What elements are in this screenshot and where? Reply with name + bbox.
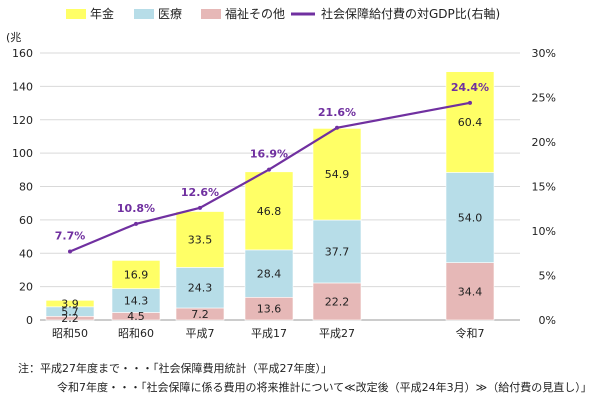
gdp-ratio-label: 7.7% [55, 229, 86, 242]
y-left-tick-label: 120 [12, 114, 33, 127]
gdp-ratio-point [198, 205, 202, 210]
legend-layer: 年金 医療 福祉その他 社会保障給付費の対GDP比(右軸) [66, 6, 500, 21]
bar-value-label: 46.8 [257, 205, 282, 218]
legend-swatch [66, 9, 86, 19]
bar-value-label: 14.3 [124, 295, 149, 308]
bar-segment-3 [445, 71, 495, 173]
legend-label: 医療 [158, 7, 182, 21]
y-right-tick-label: 30% [532, 47, 556, 60]
y-right-tick-label: 20% [532, 136, 556, 149]
label-layer: 2.25.73.9 4.5 14.3 16.9 7.2 24.3 33.5 13.6 28.4 4… [55, 81, 489, 325]
bar-value-label: 37.7 [325, 245, 350, 258]
y-left-tick-label: 140 [12, 80, 33, 93]
y-right-tick-label: 15% [532, 181, 556, 194]
line-layer [68, 100, 472, 254]
bar-segment-3 [111, 260, 161, 289]
bar-value-label: 54.9 [325, 168, 350, 181]
gdp-ratio-point [267, 167, 271, 172]
source-note-1: 注：平成27年度まで・・・「社会保障費用統計（平成27年度）」 [18, 362, 332, 375]
y-right-tick-label: 5% [539, 270, 556, 283]
y-left-tick-label: 20 [19, 281, 33, 294]
y-left-tick-label: 160 [12, 47, 33, 60]
category-label: 平成7 [186, 327, 215, 340]
y-left-tick-label: 80 [19, 181, 33, 194]
bar-segment-1 [312, 282, 362, 321]
category-label: 昭和60 [118, 327, 154, 340]
source-note-2-text: 令和7年度・・・「社会保障に係る費用の将来推計について≪改定後（平成24年3月）… [57, 381, 592, 394]
bar-value-label: 2.2 [61, 312, 79, 325]
y-left-tick-label: 60 [19, 214, 33, 227]
legend-swatch [201, 9, 221, 19]
gdp-ratio-point [468, 100, 472, 105]
source-note-2: 令和7年度・・・「社会保障に係る費用の将来推計について≪改定後（平成24年3月）… [57, 381, 592, 395]
bar-value-label: 24.3 [188, 282, 213, 295]
axis-layer: 0 20 40 60 80 100 120 140 160 (兆 0% 5% 10% 15% 20% 25% 3… [6, 31, 556, 340]
legend-label: 福祉その他 [225, 6, 285, 21]
bar-segment-3 [312, 128, 362, 221]
gdp-ratio-label: 24.4% [451, 81, 489, 94]
legend-label: 年金 [90, 6, 114, 21]
bar-value-label: 13.6 [257, 303, 282, 316]
bar-segment-3 [244, 171, 294, 251]
bar-value-label: 34.4 [458, 285, 483, 298]
gdp-ratio-label: 10.8% [117, 202, 155, 215]
bar-value-label: 5.7 [61, 306, 79, 319]
bars-layer [45, 71, 495, 321]
bar-value-label: 4.5 [127, 310, 145, 323]
bar-segment-2 [312, 219, 362, 284]
bar-value-label: 33.5 [188, 233, 213, 246]
gdp-ratio-label: 16.9% [250, 148, 288, 161]
bar-value-label: 16.9 [124, 269, 149, 282]
bar-value-label: 28.4 [257, 268, 282, 281]
bar-value-label: 7.2 [191, 308, 209, 321]
legend-label: 社会保障給付費の対GDP比(右軸) [321, 6, 500, 21]
bar-value-label: 22.2 [325, 295, 350, 308]
y-left-tick-label: 0 [26, 314, 33, 327]
gdp-ratio-point [134, 221, 138, 226]
bar-segment-2 [445, 172, 495, 263]
category-label: 昭和50 [52, 327, 88, 340]
y-left-unit-label: (兆 [6, 31, 21, 44]
y-right-tick-label: 25% [532, 92, 556, 105]
gdp-ratio-point [68, 249, 72, 254]
bar-value-label: 3.9 [61, 298, 79, 311]
bar-value-label: 54.0 [458, 212, 483, 225]
bar-value-label: 60.4 [458, 116, 483, 129]
gdp-ratio-label: 12.6% [181, 186, 219, 199]
category-label: 平成27 [319, 327, 355, 340]
y-left-tick-label: 100 [12, 147, 33, 160]
bar-segment-1 [445, 262, 495, 321]
legend-swatch [134, 9, 154, 19]
y-right-tick-label: 0% [539, 314, 556, 327]
category-label: 平成17 [251, 327, 287, 340]
category-label: 令和7 [456, 326, 485, 340]
bar-segment-3 [175, 211, 225, 268]
bar-segment-3 [45, 300, 95, 308]
bar-segment-2 [244, 249, 294, 298]
gdp-ratio-line [69, 101, 471, 253]
bar-segment-2 [175, 267, 225, 309]
y-right-tick-label: 10% [532, 225, 556, 238]
gdp-ratio-point [335, 125, 339, 130]
gdp-ratio-label: 21.6% [318, 106, 356, 119]
y-left-tick-label: 40 [19, 247, 33, 260]
